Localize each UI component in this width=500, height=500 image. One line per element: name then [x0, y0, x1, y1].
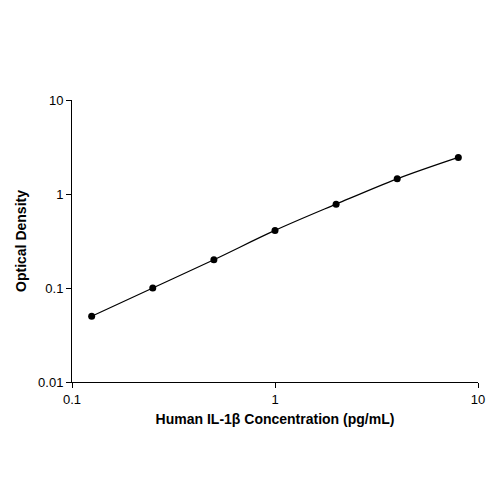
svg-text:Human IL-1β Concentration (pg/: Human IL-1β Concentration (pg/mL)	[156, 411, 395, 427]
svg-text:0.1: 0.1	[63, 392, 81, 407]
svg-text:1: 1	[271, 392, 278, 407]
svg-text:0.1: 0.1	[45, 281, 63, 296]
svg-text:Optical Density: Optical Density	[13, 190, 29, 292]
svg-text:1: 1	[56, 187, 63, 202]
svg-text:10: 10	[471, 392, 485, 407]
svg-text:10: 10	[49, 93, 63, 108]
svg-text:0.01: 0.01	[38, 375, 63, 390]
